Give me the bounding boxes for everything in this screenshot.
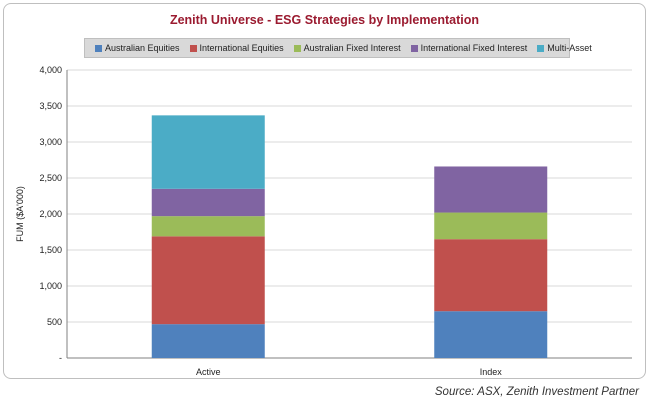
y-tick-label: 1,000: [39, 281, 62, 291]
source-note: Source: ASX, Zenith Investment Partner: [434, 386, 639, 398]
legend-swatch: [410, 44, 418, 52]
x-tick-label: Active: [196, 367, 221, 377]
y-tick-label: -: [59, 353, 62, 363]
legend-label: International Fixed Interest: [420, 43, 528, 53]
chart-plot: - 500 1,000 1,500 2,000 2,500 3,000 3,500 4,000 F…: [15, 65, 632, 377]
y-tick-label: 3,500: [39, 101, 62, 111]
bar-segment-international-fixed-interest: [434, 166, 548, 213]
chart-legend: Australian Equities International Equiti…: [84, 38, 592, 58]
bar-segment-australian-equities: [151, 324, 265, 358]
bar-segment-australian-fixed-interest: [434, 212, 548, 240]
legend-item-australian-equities: Australian Equities: [95, 43, 180, 53]
y-tick-label: 1,500: [39, 245, 62, 255]
bar-segment-international-equities: [151, 236, 265, 325]
legend-label: Multi-Asset: [547, 43, 592, 53]
y-tick-label: 2,000: [39, 209, 62, 219]
chart-frame: Zenith Universe - ESG Strategies by Impl…: [3, 3, 646, 379]
legend-item-international-fixed-interest: International Fixed Interest: [410, 43, 528, 53]
bar-segment-international-fixed-interest: [151, 188, 265, 217]
legend-label: Australian Equities: [105, 43, 180, 53]
legend-label: International Equities: [199, 43, 284, 53]
y-tick-label: 4,000: [39, 65, 62, 75]
y-tick-label: 500: [47, 317, 62, 327]
y-tick-label: 2,500: [39, 173, 62, 183]
legend-label: Australian Fixed Interest: [303, 43, 401, 53]
y-axis-label: FUM ($A'000): [15, 186, 25, 242]
bar-segment-multi-asset: [151, 115, 265, 189]
bar-segment-international-equities: [434, 239, 548, 312]
y-tick-label: 3,000: [39, 137, 62, 147]
legend-item-australian-fixed-interest: Australian Fixed Interest: [293, 43, 401, 53]
legend-swatch: [95, 44, 102, 52]
legend-swatch: [189, 44, 197, 52]
chart-title: Zenith Universe - ESG Strategies by Impl…: [169, 13, 480, 27]
legend-item-international-equities: International Equities: [189, 43, 284, 53]
legend-swatch: [537, 44, 545, 52]
bar-segment-australian-fixed-interest: [151, 216, 265, 237]
x-tick-label: Index: [480, 367, 503, 377]
bar-segment-australian-equities: [434, 311, 548, 358]
legend-swatch: [293, 44, 301, 52]
legend-item-multi-asset: Multi-Asset: [537, 43, 592, 53]
